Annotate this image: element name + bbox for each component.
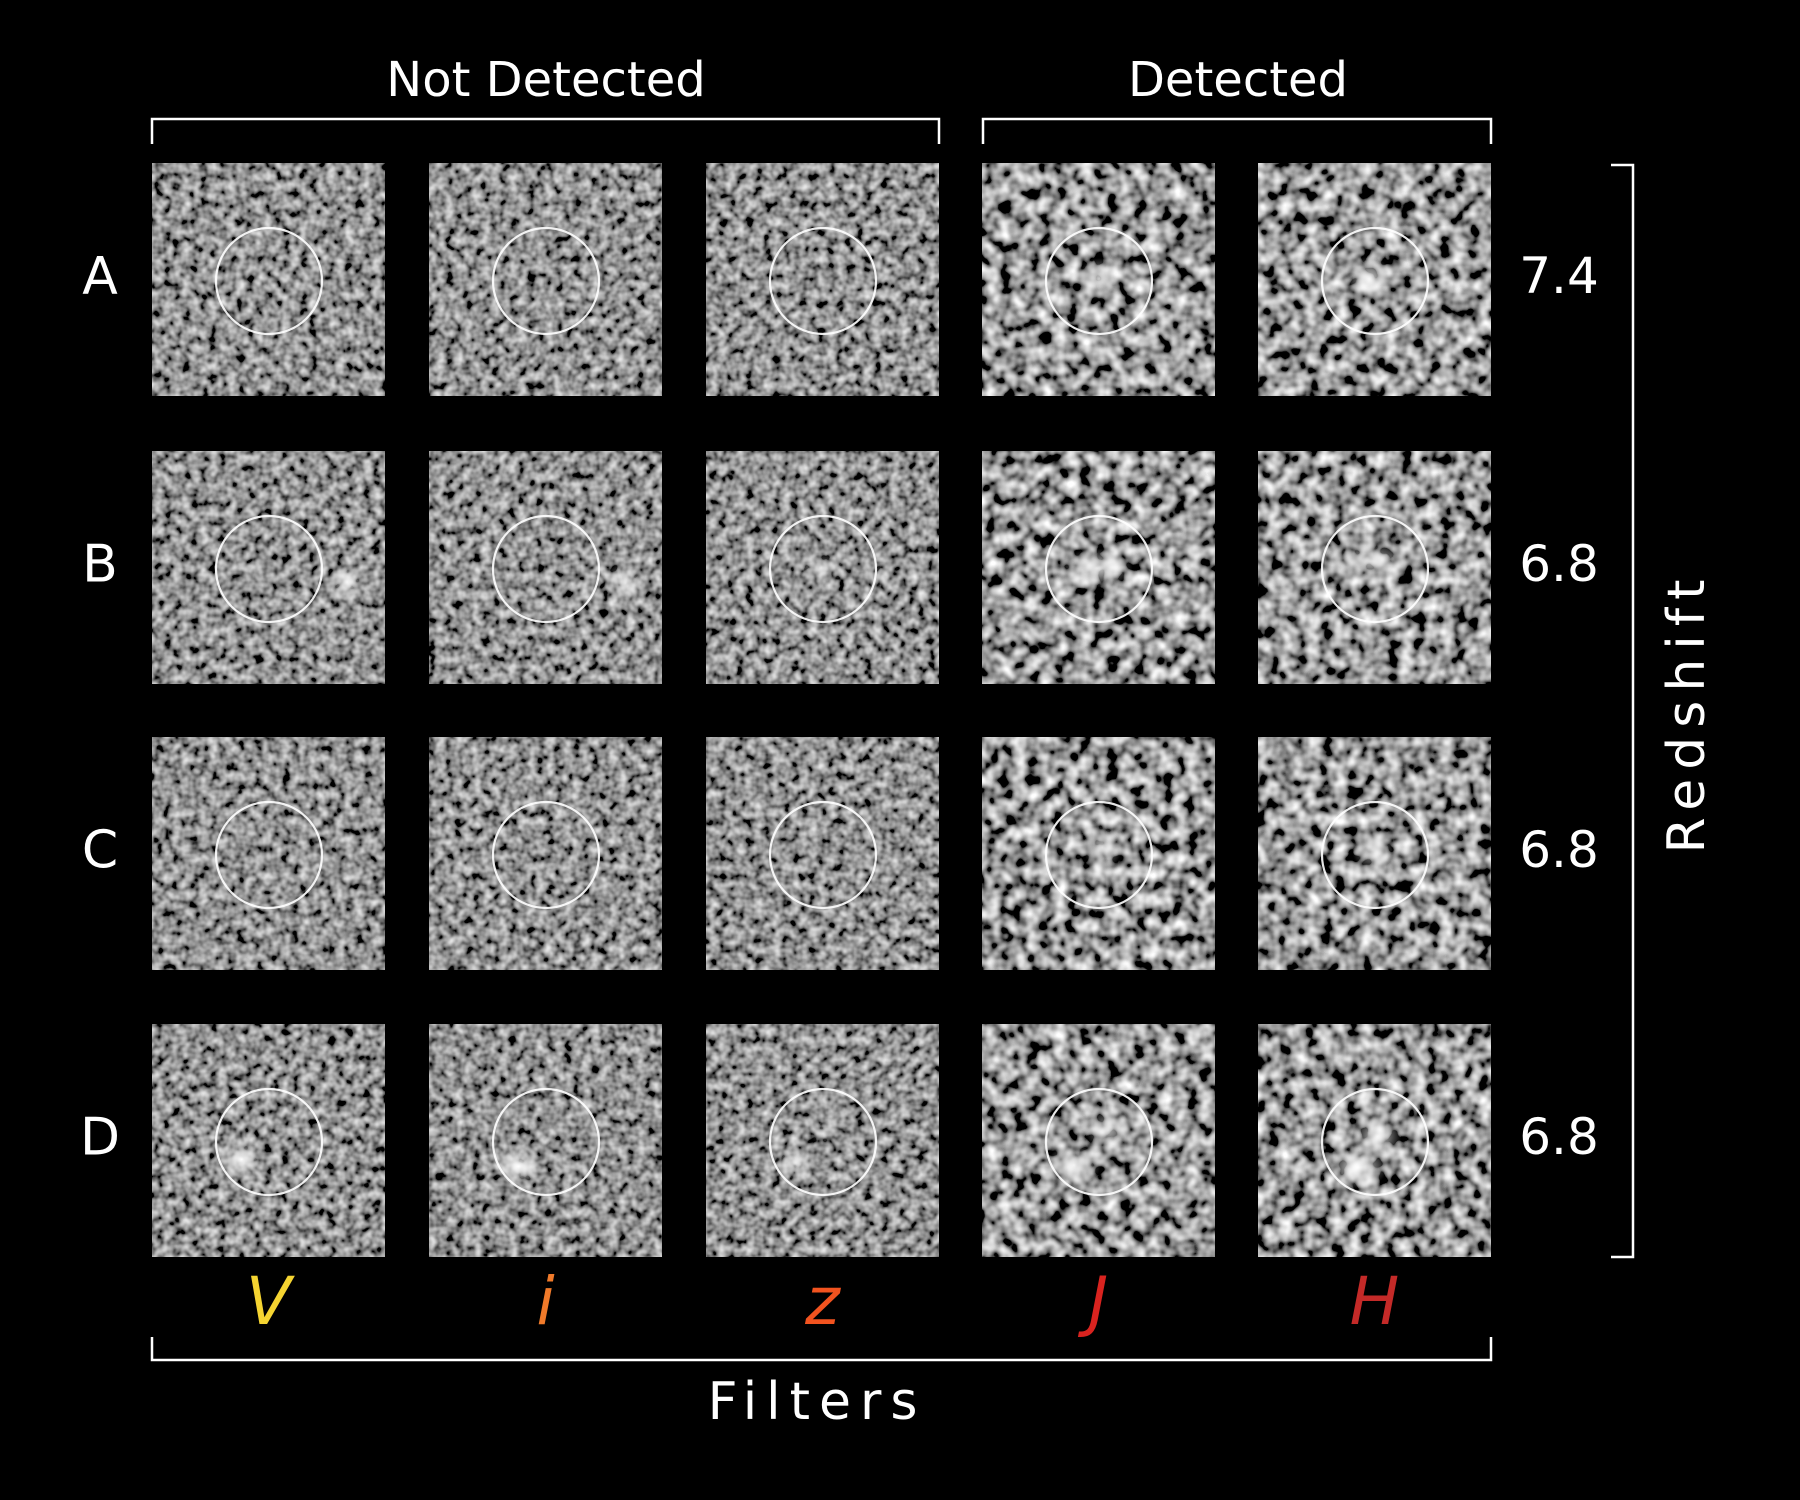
aperture-circle (491, 514, 601, 624)
image-panel (429, 451, 662, 684)
source-blob (329, 560, 366, 603)
noise-image (429, 163, 662, 396)
row-label: A (82, 247, 118, 307)
image-panel (152, 1024, 385, 1257)
source-blob (1085, 1108, 1131, 1154)
source-blob (790, 553, 851, 584)
image-panel (982, 737, 1215, 970)
aperture-circle (491, 800, 601, 910)
aperture-circle (214, 800, 324, 910)
noise-image (429, 1024, 662, 1257)
axis-label: Redshift (1657, 570, 1717, 853)
image-panel (429, 737, 662, 970)
source-blob (1346, 256, 1392, 302)
bracket (1611, 163, 1635, 1259)
source-blob (1328, 541, 1413, 581)
aperture-circle (1320, 514, 1430, 624)
aperture-circle (1320, 1087, 1430, 1197)
noise-image (152, 163, 385, 396)
filter-label: H (1350, 1263, 1400, 1340)
aperture-circle (491, 1087, 601, 1197)
image-panel (1258, 163, 1491, 396)
aperture-circle (768, 800, 878, 910)
aperture-circle (1320, 800, 1430, 910)
redshift-label: 7.4 (1519, 247, 1599, 305)
image-panel (706, 451, 939, 684)
noise-image (706, 163, 939, 396)
filter-label: z (804, 1263, 841, 1340)
aperture-circle (1044, 514, 1154, 624)
aperture-circle (491, 226, 601, 336)
row-label: C (82, 821, 118, 881)
group-label: Detected (1128, 52, 1348, 108)
redshift-label: 6.8 (1519, 1108, 1599, 1166)
aperture-circle (214, 514, 324, 624)
source-blob (774, 1144, 817, 1181)
image-panel (1258, 737, 1491, 970)
bracket (150, 117, 941, 144)
image-panel (429, 163, 662, 396)
group-label: Not Detected (386, 52, 705, 108)
source-blob (1060, 548, 1133, 588)
aperture-circle (214, 226, 324, 336)
noise-image (706, 737, 939, 970)
source-blob (1083, 824, 1122, 870)
filter-label: i (536, 1263, 555, 1340)
source-blob (1046, 1144, 1101, 1187)
image-panel (429, 1024, 662, 1257)
image-panel (152, 163, 385, 396)
source-blob (1351, 828, 1394, 871)
image-panel (1258, 1024, 1491, 1257)
source-blob (1078, 258, 1120, 300)
redshift-label: 6.8 (1519, 821, 1599, 879)
noise-image (152, 1024, 385, 1257)
image-panel (1258, 451, 1491, 684)
aperture-circle (768, 1087, 878, 1197)
row-label: D (80, 1108, 120, 1168)
source-blob (217, 1140, 266, 1179)
bracket (981, 117, 1493, 144)
aperture-circle (1044, 1087, 1154, 1197)
noise-image (152, 737, 385, 970)
source-blob (866, 563, 891, 587)
aperture-circle (768, 514, 878, 624)
redshift-label: 6.8 (1519, 535, 1599, 593)
aperture-circle (768, 226, 878, 336)
axis-label: Filters (708, 1372, 927, 1432)
image-panel (982, 163, 1215, 396)
source-blob (604, 562, 647, 604)
row-label: B (82, 535, 118, 595)
image-panel (152, 737, 385, 970)
image-panel (152, 451, 385, 684)
image-panel (706, 163, 939, 396)
aperture-circle (1044, 800, 1154, 910)
aperture-circle (1320, 226, 1430, 336)
source-blob (809, 1115, 840, 1146)
noise-image (429, 737, 662, 970)
image-panel (706, 1024, 939, 1257)
filter-label: V (246, 1263, 295, 1340)
image-panel (706, 737, 939, 970)
image-panel (982, 1024, 1215, 1257)
image-panel (982, 451, 1215, 684)
bracket (150, 1337, 1493, 1362)
source-blob (1328, 1146, 1388, 1189)
aperture-circle (214, 1087, 324, 1197)
aperture-circle (1044, 226, 1154, 336)
source-blob (1353, 1115, 1402, 1158)
